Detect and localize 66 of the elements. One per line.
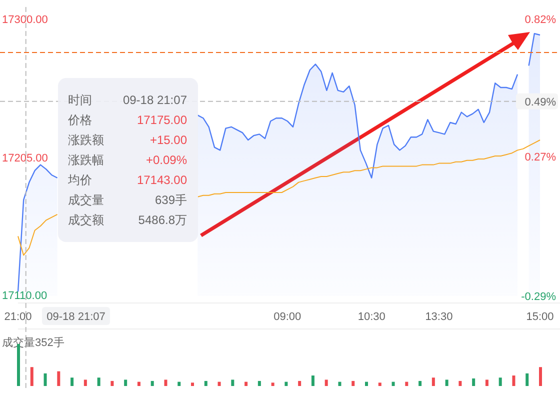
- annotation: 涨跌幅: [68, 153, 104, 167]
- bar: [324, 380, 328, 386]
- bar: [84, 380, 87, 386]
- bar: [30, 367, 34, 386]
- bar: [418, 380, 422, 386]
- x-tick-label: 15:00: [526, 311, 554, 323]
- x-tick-label: 10:30: [358, 311, 386, 323]
- x-tick-label: 09:00: [274, 311, 302, 323]
- bar: [405, 382, 408, 386]
- y-tick-label: 17300.00: [2, 14, 48, 26]
- bar: [271, 382, 274, 386]
- y-tick-label: 17205.00: [2, 152, 48, 164]
- bar: [472, 378, 476, 386]
- bar: [485, 380, 488, 386]
- text: 09-18 21:07: [46, 311, 106, 323]
- annotation: 时间: [68, 93, 92, 107]
- bar: [352, 380, 355, 386]
- bar: [445, 380, 448, 386]
- annotation: 5486.8万: [138, 213, 187, 227]
- bar: [137, 382, 140, 386]
- bar: [191, 382, 194, 386]
- bar: [539, 367, 542, 386]
- bar: [498, 378, 502, 386]
- bar: [378, 382, 382, 386]
- x-tick-label: 13:30: [425, 311, 453, 323]
- bar: [284, 382, 288, 386]
- bar: [57, 371, 60, 386]
- annotation: 价格: [67, 113, 92, 127]
- bar: [44, 373, 47, 386]
- bar: [392, 382, 395, 386]
- y-tick-label: 17110.00: [2, 290, 48, 302]
- bar: [124, 380, 128, 386]
- annotation: 成交量: [68, 193, 104, 207]
- annotation: 17175.00: [136, 113, 188, 127]
- annotation: 成交额: [68, 213, 104, 227]
- bar: [258, 380, 261, 386]
- annotation: +0.09%: [146, 153, 188, 167]
- bar: [365, 382, 368, 386]
- y2-tick-label: 0.27%: [524, 151, 556, 164]
- annotation: 639手: [154, 193, 187, 207]
- bar: [244, 382, 248, 386]
- bar: [231, 380, 234, 386]
- bar: [150, 380, 154, 386]
- bar: [178, 382, 181, 386]
- bar: [458, 380, 462, 386]
- bar: [218, 382, 221, 386]
- bar: [432, 378, 435, 386]
- bar: [311, 376, 314, 386]
- annotation: 09-18 21:07: [122, 93, 188, 107]
- y2-tick-label: 0.82%: [524, 14, 556, 26]
- annotation: 均价: [67, 173, 92, 187]
- y2-tick-label: -0.29%: [521, 291, 556, 303]
- bar: [97, 378, 100, 386]
- ref-line-label: 0.49%: [524, 96, 556, 108]
- bar: [204, 380, 208, 386]
- annotation: +15.00: [150, 133, 188, 147]
- bar: [338, 382, 342, 386]
- bar: [512, 376, 516, 386]
- bar: [110, 380, 114, 386]
- bar: [526, 373, 529, 386]
- x-tick-label: 21:00: [4, 311, 32, 323]
- bar: [70, 378, 74, 386]
- bar: [298, 380, 302, 386]
- bar: [164, 380, 168, 386]
- annotation: 17143.00: [136, 173, 188, 187]
- annotation: 涨跌额: [68, 133, 104, 147]
